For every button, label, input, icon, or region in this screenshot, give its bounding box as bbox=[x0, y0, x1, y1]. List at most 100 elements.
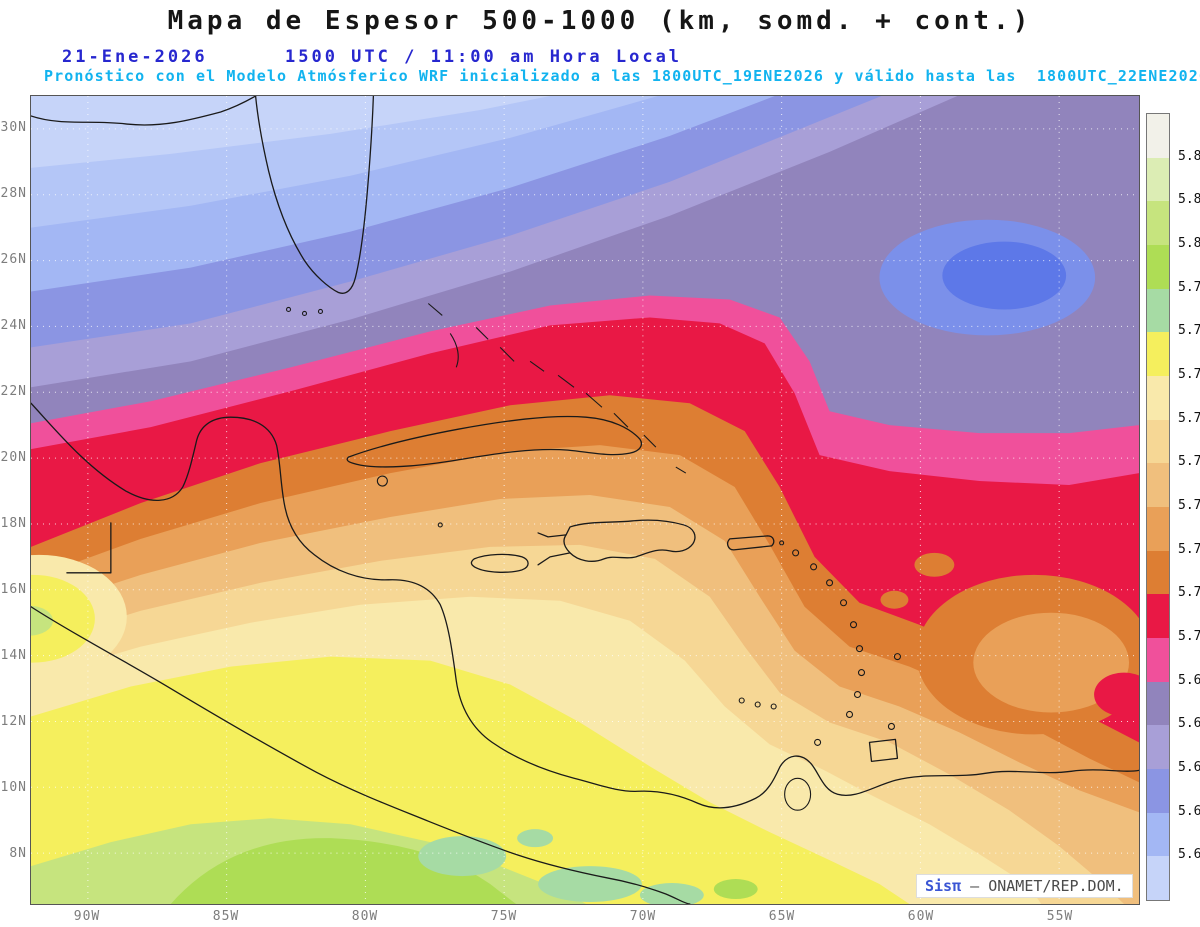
florida-coastline bbox=[254, 96, 375, 294]
margarita-island bbox=[814, 738, 822, 746]
colorbar-segment bbox=[1147, 463, 1169, 508]
colorbar-label: 5.64 bbox=[1178, 847, 1200, 863]
colorbar-segment bbox=[1147, 812, 1169, 857]
east-red-spot bbox=[1094, 672, 1139, 717]
colorbar bbox=[1146, 113, 1170, 901]
haiti-peninsulas bbox=[537, 532, 571, 566]
colorbar-segment bbox=[1147, 681, 1169, 726]
lesser-antilles bbox=[826, 579, 834, 587]
lat-label: 12N bbox=[0, 714, 27, 729]
west-coast-warm-pocket-yellow bbox=[31, 574, 95, 663]
cayman-islands bbox=[437, 522, 443, 528]
colorbar-label: 5.831 bbox=[1178, 148, 1200, 164]
colorbar-label: 5.748 bbox=[1178, 454, 1200, 470]
attribution-text: – ONAMET/REP.DOM. bbox=[961, 877, 1124, 895]
thickness-map-canvas bbox=[31, 96, 1139, 904]
lon-label: 70W bbox=[629, 909, 657, 924]
lat-label: 8N bbox=[9, 846, 27, 861]
colorbar-segment bbox=[1147, 201, 1169, 246]
page-title: Mapa de Espesor 500-1000 (km, somd. + co… bbox=[167, 6, 1033, 36]
coastlines bbox=[31, 96, 1139, 904]
lesser-antilles bbox=[839, 599, 848, 607]
colorbar-segment bbox=[1147, 376, 1169, 420]
thickness-field bbox=[31, 96, 1139, 904]
bonaire bbox=[770, 703, 777, 710]
colorbar-segment bbox=[1147, 550, 1169, 595]
florida-keys bbox=[301, 310, 308, 317]
lon-label: 60W bbox=[907, 909, 935, 924]
lat-label: 24N bbox=[0, 318, 27, 333]
mint-patch bbox=[639, 883, 704, 904]
forecast-info: Pronóstico con el Modelo Atmósferico WRF… bbox=[44, 67, 1200, 85]
cuba-island bbox=[346, 415, 643, 468]
colorbar-label: 5.7 bbox=[1178, 629, 1200, 644]
antilles-orange-spot bbox=[880, 590, 909, 609]
florida-keys bbox=[285, 306, 292, 313]
colorbar-label: 5.664 bbox=[1178, 760, 1200, 775]
lesser-antilles bbox=[845, 710, 854, 719]
lesser-antilles bbox=[792, 549, 800, 557]
jamaica-island bbox=[470, 553, 529, 573]
map-area bbox=[30, 95, 1140, 905]
colorbar-segment bbox=[1147, 725, 1169, 770]
lesser-antilles bbox=[857, 669, 866, 677]
barbados bbox=[893, 653, 901, 661]
lesser-antilles bbox=[853, 690, 862, 699]
virgin-islands bbox=[779, 540, 785, 546]
guatemala-border bbox=[66, 522, 112, 574]
colorbar-segment bbox=[1147, 769, 1169, 813]
east-orange-blob-core bbox=[973, 612, 1130, 713]
trinidad-island bbox=[868, 738, 899, 763]
lon-label: 65W bbox=[768, 909, 796, 924]
colorbar-segment bbox=[1147, 288, 1169, 333]
tobago bbox=[887, 722, 895, 730]
colorbar-label: 5.772 bbox=[1178, 367, 1200, 382]
blue-anomaly-core bbox=[942, 241, 1067, 310]
colorbar-label: 5.807 bbox=[1178, 236, 1200, 251]
lat-label: 14N bbox=[0, 648, 27, 663]
lon-label: 80W bbox=[351, 909, 379, 924]
colorbar-segment bbox=[1147, 157, 1169, 202]
antilles-orange-spot bbox=[914, 552, 955, 577]
colorbar-segment bbox=[1147, 419, 1169, 464]
colorbar-label: 5.652 bbox=[1178, 803, 1200, 819]
lesser-antilles bbox=[849, 621, 858, 629]
colorbar-label: 5.783 bbox=[1178, 323, 1200, 339]
attribution-brand: Sisπ bbox=[925, 877, 962, 895]
lat-label: 26N bbox=[0, 252, 27, 267]
gridlines bbox=[31, 96, 1139, 904]
colorbar-label: 5.724 bbox=[1178, 541, 1200, 557]
central-america-caribbean-coast bbox=[31, 402, 1139, 809]
valid-time: 1500 UTC / 11:00 am Hora Local bbox=[285, 47, 683, 67]
lat-label: 18N bbox=[0, 516, 27, 531]
colorbar-label: 5.676 bbox=[1178, 716, 1200, 732]
lesser-antilles bbox=[810, 563, 818, 571]
lat-label: 20N bbox=[0, 450, 27, 465]
colorbar-segment bbox=[1147, 507, 1169, 551]
green-patch bbox=[713, 879, 758, 900]
colorbar-label: 5.819 bbox=[1178, 192, 1200, 208]
mint-patch bbox=[418, 836, 507, 877]
colorbar-segment bbox=[1147, 638, 1169, 682]
mint-patch bbox=[517, 829, 554, 848]
colorbar-label: 5.76 bbox=[1178, 410, 1200, 426]
colorbar-label: 5.736 bbox=[1178, 498, 1200, 513]
gulf-coast bbox=[31, 96, 257, 126]
pacific-coast bbox=[31, 606, 691, 904]
west-coast-warm-pocket-core bbox=[31, 605, 53, 636]
bahamas-islands bbox=[427, 303, 687, 474]
mint-patch bbox=[538, 866, 642, 903]
lon-label: 75W bbox=[490, 909, 518, 924]
lake-maracaibo bbox=[784, 777, 812, 811]
lon-label: 85W bbox=[212, 909, 240, 924]
valid-date: 21-Ene-2026 bbox=[62, 47, 208, 67]
colorbar-segment bbox=[1147, 114, 1169, 158]
colorbar-segment bbox=[1147, 245, 1169, 289]
florida-keys bbox=[317, 308, 324, 315]
aruba bbox=[738, 697, 745, 704]
isla-juventud bbox=[376, 475, 388, 487]
puerto-rico-island bbox=[727, 535, 775, 551]
lesser-antilles bbox=[855, 645, 864, 653]
lon-label: 90W bbox=[73, 909, 101, 924]
lat-label: 30N bbox=[0, 120, 27, 135]
